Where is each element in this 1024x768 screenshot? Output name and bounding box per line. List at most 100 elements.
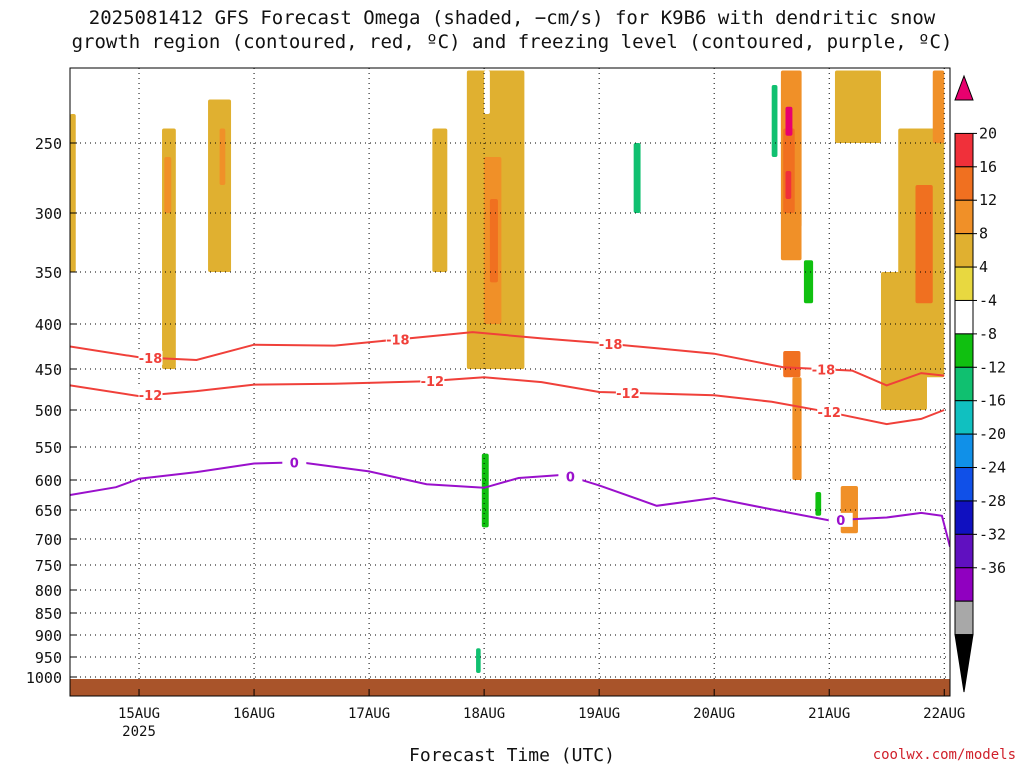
colorbar-segment <box>954 266 974 301</box>
contour-label: -18 <box>139 352 163 367</box>
colorbar-label: 8 <box>979 225 988 243</box>
x-tick-label: 21AUG <box>808 706 850 722</box>
y-tick-label: 500 <box>35 402 62 420</box>
colorbar-label: 4 <box>979 258 988 276</box>
colorbar-segment <box>954 400 974 435</box>
omega-cell <box>208 99 232 272</box>
colorbar-top-arrow <box>954 74 974 101</box>
contour-label-bg <box>138 388 163 403</box>
colorbar-label: 16 <box>979 158 997 176</box>
colorbar: 20 16 12 8 4 -4 -8 -12 -16 -20 -24 -28 -32 -36 <box>954 74 1006 693</box>
x-tick-label: 16AUG <box>233 706 275 722</box>
contour-line <box>70 331 945 387</box>
omega-cell <box>792 377 802 480</box>
omega-cell <box>834 70 881 143</box>
omega-cell <box>484 70 490 114</box>
omega-cell <box>783 128 795 213</box>
x-tick-label: 22AUG <box>923 706 965 722</box>
omega-cell <box>787 515 798 600</box>
contour-label-bg <box>138 350 163 365</box>
colorbar-segment <box>954 467 974 502</box>
y-tick-label: 450 <box>35 361 62 379</box>
colorbar-segment <box>954 366 974 402</box>
omega-cell <box>803 260 814 304</box>
omega-cell <box>219 128 226 185</box>
omega-cell <box>915 185 933 304</box>
contour-label: 0 <box>566 471 575 486</box>
chart-title: 2025081412 GFS Forecast Omega (shaded, −… <box>0 6 1024 54</box>
y-tick-label: 750 <box>35 557 62 575</box>
omega-cell <box>70 114 76 272</box>
y-tick-label: 950 <box>35 649 62 667</box>
y-tick-label: 800 <box>35 582 62 600</box>
contour-label-bg <box>828 512 853 527</box>
colorbar-label: -20 <box>979 425 1006 443</box>
contour-label: -18 <box>386 333 410 348</box>
title-line-1: 2025081412 GFS Forecast Omega (shaded, −… <box>88 7 936 29</box>
x-tick-label: 17AUG <box>348 706 390 722</box>
omega-cell <box>432 128 448 272</box>
colorbar-label: -12 <box>979 358 1006 376</box>
plot-frame <box>69 67 951 697</box>
colorbar-bottom-arrow <box>954 634 974 693</box>
colorbar-label: -24 <box>979 459 1006 477</box>
contour-line <box>70 461 950 548</box>
contour-label: -12 <box>817 406 841 421</box>
contour-label-bg <box>558 469 583 484</box>
colorbar-label: 20 <box>979 124 997 142</box>
colorbar-label: -16 <box>979 392 1006 410</box>
x-axis-ticks: 15AUG 2025 16AUG 17AUG 18AUG 19AUG 20AUG 21AUG 2… <box>118 689 965 740</box>
omega-cell <box>432 282 439 304</box>
terrain-band <box>70 679 950 696</box>
contour-label-bg <box>420 373 445 388</box>
x-tick-sublabel: 2025 <box>122 724 156 740</box>
y-tick-label: 400 <box>35 316 62 334</box>
omega-cell <box>164 157 172 213</box>
contour-label: -12 <box>421 375 445 390</box>
colorbar-segment <box>954 600 974 636</box>
contour-label-bg <box>811 362 836 377</box>
omega-cell <box>369 114 375 185</box>
x-tick-label: 19AUG <box>578 706 620 722</box>
y-axis-ticks: 250 300 350 400 450 500 550 600 650 700 750 800 850 9… <box>26 135 77 687</box>
y-tick-label: 700 <box>35 531 62 549</box>
colorbar-segment <box>954 433 974 469</box>
omega-shading <box>70 70 945 677</box>
colorbar-segment <box>954 533 974 569</box>
omega-cell <box>489 199 498 283</box>
colorbar-label: -4 <box>979 291 997 309</box>
credit-link[interactable]: coolwx.com/models <box>872 747 1016 763</box>
y-tick-label: 550 <box>35 439 62 457</box>
colorbar-segment <box>954 233 974 268</box>
contour-line <box>70 376 945 426</box>
x-axis-label: Forecast Time (UTC) <box>409 745 615 766</box>
colorbar-label: -28 <box>979 492 1006 510</box>
omega-cell <box>476 648 481 673</box>
contour-label-bg <box>817 405 842 420</box>
colorbar-segment <box>954 299 974 335</box>
omega-cell <box>785 106 793 136</box>
y-tick-label: 300 <box>35 205 62 223</box>
terrain-layer <box>70 679 950 696</box>
omega-cell <box>815 492 822 516</box>
omega-cell <box>932 70 945 143</box>
contour-label: 0 <box>290 456 299 471</box>
contour-label: -18 <box>599 338 623 353</box>
y-tick-label: 1000 <box>26 669 62 687</box>
colorbar-label: 12 <box>979 191 997 209</box>
colorbar-segment <box>954 166 974 201</box>
colorbar-label: -8 <box>979 325 997 343</box>
omega-cell <box>783 351 801 378</box>
x-tick-label: 18AUG <box>463 706 505 722</box>
colorbar-segment <box>954 500 974 535</box>
colorbar-segment <box>954 333 974 368</box>
x-tick-label: 15AUG <box>118 706 160 722</box>
y-tick-label: 850 <box>35 605 62 623</box>
colorbar-label: -36 <box>979 559 1006 577</box>
y-tick-label: 600 <box>35 472 62 490</box>
colorbar-segment <box>954 132 974 168</box>
y-tick-label: 650 <box>35 502 62 520</box>
y-tick-label: 900 <box>35 627 62 645</box>
x-tick-label: 20AUG <box>693 706 735 722</box>
